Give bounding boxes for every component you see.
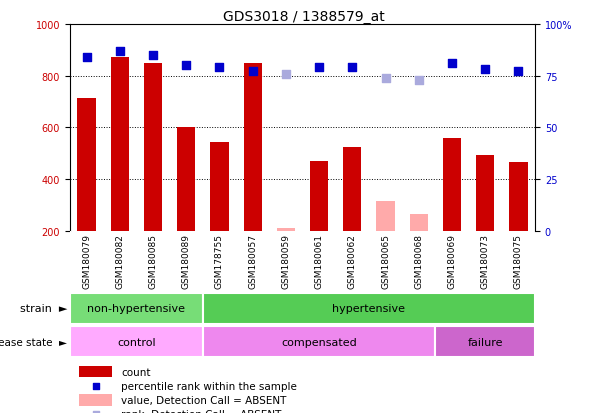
Text: GSM180068: GSM180068	[414, 233, 423, 288]
Bar	[77, 98, 95, 231]
Bar	[79, 366, 112, 377]
Point	[347, 65, 357, 71]
Text: value, Detection Call = ABSENT: value, Detection Call = ABSENT	[121, 395, 286, 405]
Bar	[435, 326, 535, 357]
Text: GSM180059: GSM180059	[282, 233, 291, 288]
Text: GSM180085: GSM180085	[148, 233, 157, 288]
Text: GSM180089: GSM180089	[182, 233, 191, 288]
Point	[381, 75, 390, 82]
Point	[215, 65, 224, 71]
Bar	[410, 214, 428, 231]
Point	[148, 52, 158, 59]
Text: GDS3018 / 1388579_at: GDS3018 / 1388579_at	[223, 10, 385, 24]
Bar	[70, 326, 203, 357]
Text: strain  ►: strain ►	[19, 304, 67, 314]
Text: GSM180079: GSM180079	[82, 233, 91, 288]
Text: non-hypertensive: non-hypertensive	[88, 304, 185, 314]
Point	[91, 411, 100, 413]
Bar	[244, 64, 262, 231]
Text: count: count	[121, 367, 151, 377]
Point	[248, 69, 258, 76]
Text: failure: failure	[468, 337, 503, 347]
Text: compensated: compensated	[282, 337, 357, 347]
Point	[480, 67, 490, 74]
Point	[81, 55, 91, 61]
Bar	[144, 64, 162, 231]
Text: GSM180065: GSM180065	[381, 233, 390, 288]
Point	[91, 383, 100, 389]
Bar	[476, 155, 494, 231]
Point	[115, 48, 125, 55]
Text: GSM180073: GSM180073	[481, 233, 489, 288]
Point	[514, 69, 523, 76]
Text: GSM180061: GSM180061	[314, 233, 323, 288]
Bar	[70, 293, 203, 324]
Bar	[203, 293, 535, 324]
Bar	[376, 202, 395, 231]
Text: percentile rank within the sample: percentile rank within the sample	[121, 381, 297, 391]
Text: rank, Detection Call = ABSENT: rank, Detection Call = ABSENT	[121, 409, 282, 413]
Bar	[203, 326, 435, 357]
Bar	[111, 58, 129, 231]
Text: GSM180075: GSM180075	[514, 233, 523, 288]
Text: GSM180069: GSM180069	[447, 233, 457, 288]
Text: GSM180057: GSM180057	[248, 233, 257, 288]
Text: disease state  ►: disease state ►	[0, 337, 67, 347]
Bar	[177, 128, 195, 231]
Text: GSM180062: GSM180062	[348, 233, 357, 288]
Text: hypertensive: hypertensive	[333, 304, 406, 314]
Point	[414, 77, 424, 84]
Bar	[443, 138, 461, 231]
Point	[447, 61, 457, 67]
Bar	[277, 229, 295, 231]
Text: GSM180082: GSM180082	[116, 233, 124, 288]
Bar	[310, 161, 328, 231]
Text: GSM178755: GSM178755	[215, 233, 224, 288]
Point	[314, 65, 324, 71]
Bar	[79, 394, 112, 406]
Text: control: control	[117, 337, 156, 347]
Point	[181, 63, 191, 69]
Bar	[510, 163, 528, 231]
Bar	[210, 142, 229, 231]
Bar	[343, 147, 361, 231]
Point	[281, 71, 291, 78]
